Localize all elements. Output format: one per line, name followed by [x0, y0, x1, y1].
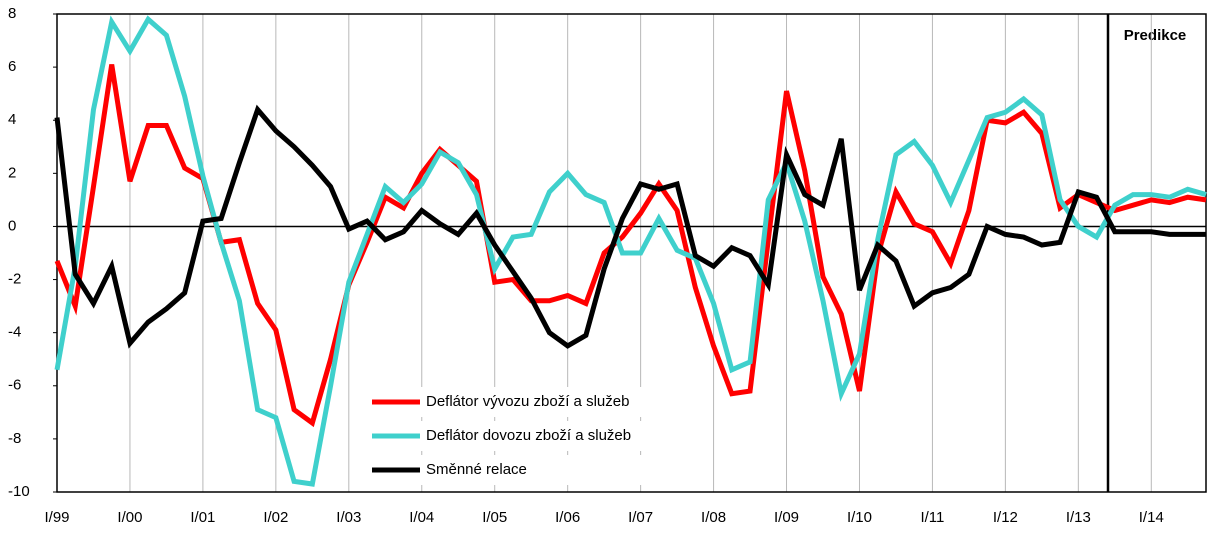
y-tick-label: -10: [8, 483, 30, 500]
x-tick-label: I/13: [1066, 509, 1091, 526]
x-tick-label: I/06: [555, 509, 580, 526]
x-tick-label: I/00: [117, 509, 142, 526]
legend-label: Deflátor dovozu zboží a služeb: [426, 427, 631, 444]
y-tick-label: 6: [8, 58, 16, 75]
x-tick-label: I/10: [847, 509, 872, 526]
x-tick-label: I/02: [263, 509, 288, 526]
x-tick-label: I/99: [44, 509, 69, 526]
x-tick-label: I/03: [336, 509, 361, 526]
annotation: Predikce: [1124, 27, 1187, 44]
legend-label: Směnné relace: [426, 461, 527, 478]
x-tick-label: I/14: [1139, 509, 1164, 526]
x-tick-label: I/12: [993, 509, 1018, 526]
y-tick-label: 8: [8, 5, 16, 22]
x-tick-label: I/07: [628, 509, 653, 526]
x-tick-label: I/09: [774, 509, 799, 526]
y-tick-label: -6: [8, 377, 21, 394]
x-tick-label: I/11: [920, 509, 944, 526]
y-tick-label: 4: [8, 111, 16, 128]
y-tick-label: -2: [8, 271, 21, 288]
y-tick-label: 0: [8, 217, 16, 234]
y-tick-label: -8: [8, 430, 21, 447]
x-tick-label: I/08: [701, 509, 726, 526]
x-tick-label: I/04: [409, 509, 434, 526]
x-tick-label: I/01: [190, 509, 215, 526]
x-tick-label: I/05: [482, 509, 507, 526]
plot-border: [56, 13, 1207, 493]
y-tick-label: 2: [8, 164, 16, 181]
series-line: [54, 15, 1207, 487]
series-line: [54, 64, 1207, 428]
series-line: [54, 104, 1206, 349]
legend-label: Deflátor vývozu zboží a služeb: [426, 393, 629, 410]
y-tick-label: -4: [8, 324, 21, 341]
